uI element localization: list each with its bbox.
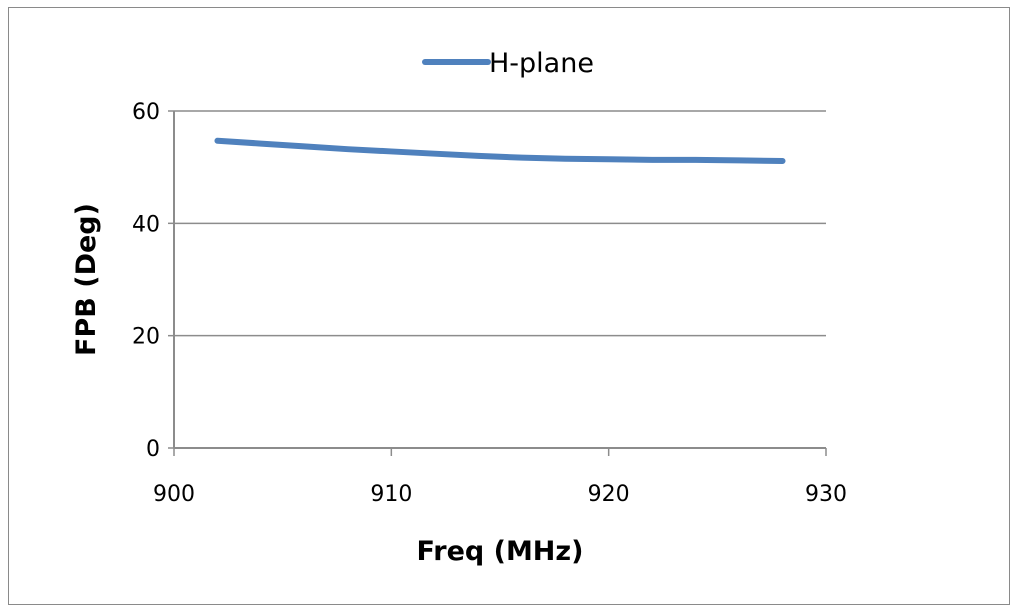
x-tick-label-900: 900 xyxy=(153,482,195,507)
legend-label-h-plane: H-plane xyxy=(489,48,594,79)
x-tick-label-910: 910 xyxy=(370,482,412,507)
gridlines xyxy=(174,110,826,337)
y-tick-label-0: 0 xyxy=(146,437,160,462)
y-tick-label-40: 40 xyxy=(132,212,160,237)
series-lines xyxy=(214,137,786,164)
legend: H-plane xyxy=(422,48,594,79)
axes xyxy=(168,110,827,456)
series-line-h-plane xyxy=(214,137,786,164)
y-tick-label-60: 60 xyxy=(132,100,160,125)
x-tick-label-930: 930 xyxy=(805,482,847,507)
y-tick-label-20: 20 xyxy=(132,325,160,350)
y-axis-title: FPB (Deg) xyxy=(71,203,102,356)
x-axis-title: Freq (MHz) xyxy=(417,536,584,567)
x-tick-label-920: 920 xyxy=(588,482,630,507)
tick-labels: 0 20 40 60 900 910 920 930 xyxy=(132,100,847,507)
